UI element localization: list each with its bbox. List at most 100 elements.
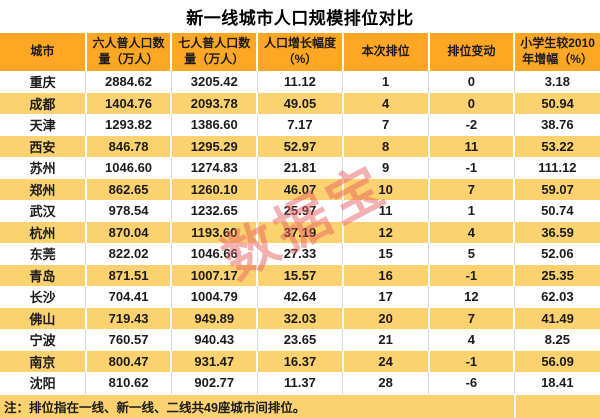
value-cell: 1404.76 xyxy=(84,92,172,114)
table-row: 苏州 1046.60 1274.83 21.81 9 -1 111.12 xyxy=(0,157,600,179)
column-header-4: 本次排位 xyxy=(341,33,429,71)
column-header-2: 七人普人口数 量（万人） xyxy=(170,33,258,71)
value-cell: 800.47 xyxy=(84,350,172,372)
value-cell: 2884.62 xyxy=(85,71,172,93)
value-cell: 846.78 xyxy=(84,135,172,157)
value-cell: 28 xyxy=(342,372,429,394)
city-cell: 西安 xyxy=(0,135,86,157)
value-cell: 2093.78 xyxy=(170,92,258,114)
value-cell: -2 xyxy=(428,114,515,136)
value-cell: 10 xyxy=(341,178,429,200)
value-cell: -1 xyxy=(427,350,515,372)
value-cell: 1193.60 xyxy=(170,221,258,243)
footnote-empty-cell xyxy=(514,395,600,418)
value-cell: 53.22 xyxy=(513,135,600,157)
value-cell: 36.59 xyxy=(513,221,600,243)
city-cell: 佛山 xyxy=(0,307,86,329)
value-cell: 1386.60 xyxy=(170,114,258,136)
column-header-3: 人口增长幅度 （%） xyxy=(256,33,343,71)
value-cell: 46.07 xyxy=(256,178,343,200)
value-cell: 1293.82 xyxy=(85,114,172,136)
value-cell: 52.97 xyxy=(256,135,343,157)
column-header-6: 小学生较2010 年增幅（%） xyxy=(513,33,600,71)
table-row: 宁波 760.57 940.43 23.65 21 4 8.25 xyxy=(0,329,600,351)
value-cell: 111.12 xyxy=(513,157,600,179)
population-ranking-table: 城市 六人普人口数 量（万人） 七人普人口数 量（万人） 人口增长幅度 （%） 本次排位… xyxy=(0,33,600,394)
value-cell: 18.41 xyxy=(513,372,600,394)
city-cell: 南京 xyxy=(0,350,86,372)
value-cell: 931.47 xyxy=(170,350,258,372)
city-cell: 沈阳 xyxy=(29,376,56,392)
value-cell: 1007.17 xyxy=(170,264,258,286)
value-cell: 1046.60 xyxy=(85,157,172,179)
value-cell: 7 xyxy=(427,178,515,200)
table-row: 沈阳 810.62 902.77 11.37 28 -6 18.41 xyxy=(0,372,600,394)
table-header-row: 城市 六人普人口数 量（万人） 七人普人口数 量（万人） 人口增长幅度 （%） 本次排位… xyxy=(0,33,600,71)
value-cell: 940.43 xyxy=(170,329,258,351)
value-cell: 16 xyxy=(341,264,429,286)
value-cell: 978.54 xyxy=(85,200,172,222)
table-row: 南京 800.47 931.47 16.37 24 -1 56.09 xyxy=(0,350,600,372)
city-cell: 东莞 xyxy=(29,247,56,263)
value-cell: 42.64 xyxy=(256,286,343,308)
city-cell: 武汉 xyxy=(29,204,56,220)
value-cell: 11.12 xyxy=(256,71,343,93)
value-cell: 21 xyxy=(342,329,429,351)
value-cell: 3.18 xyxy=(513,71,600,93)
city-cell: 郑州 xyxy=(0,178,86,200)
table-row: 杭州 870.04 1193.60 37.19 12 4 36.59 xyxy=(0,221,600,243)
value-cell: 1232.65 xyxy=(170,200,258,222)
value-cell: 25.97 xyxy=(256,200,343,222)
city-cell: 杭州 xyxy=(0,221,86,243)
value-cell: 41.49 xyxy=(513,307,600,329)
value-cell: 21.81 xyxy=(256,157,343,179)
value-cell: -1 xyxy=(428,157,515,179)
value-cell: 27.33 xyxy=(256,243,343,265)
value-cell: 12 xyxy=(428,286,515,308)
city-cell: 重庆 xyxy=(29,75,56,91)
value-cell: 8.25 xyxy=(513,329,600,351)
value-cell: 15.57 xyxy=(256,264,343,286)
value-cell: 62.03 xyxy=(513,286,600,308)
city-cell: 天津 xyxy=(29,118,56,134)
value-cell: 719.43 xyxy=(84,307,172,329)
value-cell: 8 xyxy=(341,135,429,157)
value-cell: 7.17 xyxy=(256,114,343,136)
value-cell: 32.03 xyxy=(256,307,343,329)
value-cell: 3205.42 xyxy=(170,71,258,93)
city-cell: 宁波 xyxy=(29,333,56,349)
value-cell: 17 xyxy=(342,286,429,308)
value-cell: 4 xyxy=(427,221,515,243)
value-cell: 760.57 xyxy=(85,329,172,351)
value-cell: 0 xyxy=(428,71,515,93)
page-title: 新一线城市人口规模排位对比 xyxy=(186,9,414,28)
value-cell: -1 xyxy=(427,264,515,286)
value-cell: 52.06 xyxy=(513,243,600,265)
value-cell: 862.65 xyxy=(84,178,172,200)
value-cell: 871.51 xyxy=(84,264,172,286)
value-cell: 4 xyxy=(341,92,429,114)
table-row: 郑州 862.65 1260.10 46.07 10 7 59.07 xyxy=(0,178,600,200)
value-cell: 59.07 xyxy=(513,178,600,200)
value-cell: 1046.66 xyxy=(170,243,258,265)
value-cell: 50.74 xyxy=(513,200,600,222)
value-cell: 16.37 xyxy=(256,350,343,372)
city-cell: 苏州 xyxy=(29,161,56,177)
table-row: 西安 846.78 1295.29 52.97 8 11 53.22 xyxy=(0,135,600,157)
value-cell: 25.35 xyxy=(513,264,600,286)
value-cell: 56.09 xyxy=(513,350,600,372)
city-cell: 青岛 xyxy=(0,264,86,286)
table-row: 青岛 871.51 1007.17 15.57 16 -1 25.35 xyxy=(0,264,600,286)
value-cell: 822.02 xyxy=(85,243,172,265)
value-cell: -6 xyxy=(428,372,515,394)
value-cell: 49.05 xyxy=(256,92,343,114)
value-cell: 12 xyxy=(341,221,429,243)
value-cell: 0 xyxy=(427,92,515,114)
value-cell: 23.65 xyxy=(256,329,343,351)
footnote-text: 注：排位指在一线、新一线、二线共49座城市间排位。 xyxy=(0,395,514,418)
value-cell: 37.19 xyxy=(256,221,343,243)
value-cell: 15 xyxy=(342,243,429,265)
value-cell: 810.62 xyxy=(85,372,172,394)
value-cell: 5 xyxy=(428,243,515,265)
